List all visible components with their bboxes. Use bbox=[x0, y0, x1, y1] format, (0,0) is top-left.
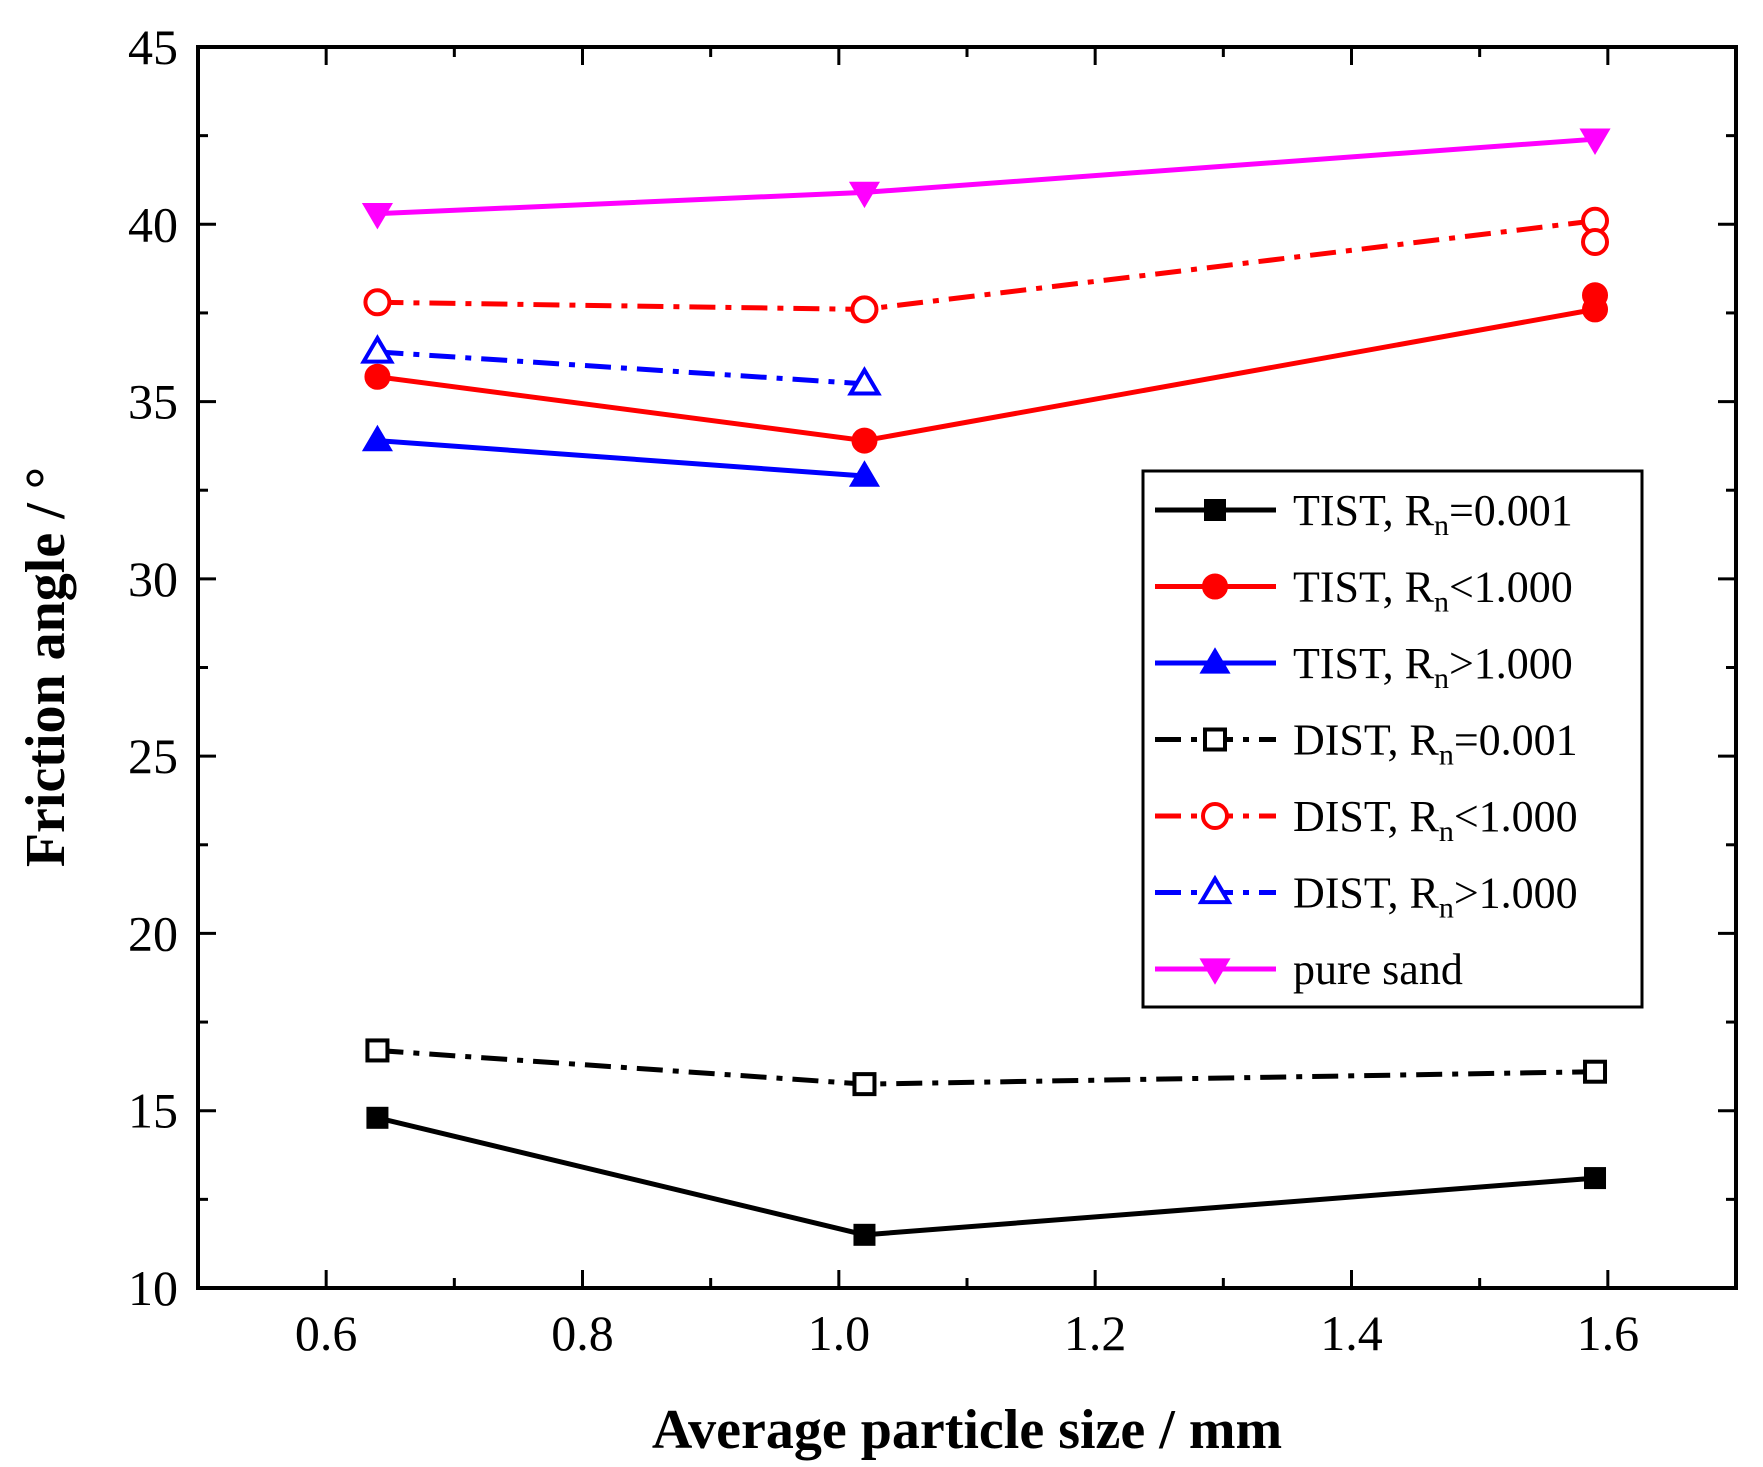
series-line bbox=[377, 349, 865, 387]
data-point bbox=[848, 181, 881, 209]
series-3 bbox=[365, 1038, 1608, 1097]
data-point bbox=[847, 366, 882, 396]
legend-item: pure sand bbox=[1155, 945, 1463, 994]
legend-item: DIST, Rn=0.001 bbox=[1155, 716, 1578, 772]
legend-item: DIST, Rn<1.000 bbox=[1155, 792, 1578, 848]
y-tick-label: 30 bbox=[128, 551, 178, 607]
legend-marker bbox=[1204, 499, 1226, 521]
y-tick-label: 35 bbox=[128, 374, 178, 430]
x-tick-label: 1.4 bbox=[1320, 1305, 1383, 1361]
legend-marker bbox=[1202, 573, 1228, 600]
data-point bbox=[853, 1223, 876, 1246]
legend-label: DIST, Rn=0.001 bbox=[1293, 716, 1578, 772]
series-1 bbox=[364, 282, 1609, 454]
data-point bbox=[361, 424, 393, 452]
legend-marker bbox=[1199, 647, 1231, 674]
data-point bbox=[1579, 128, 1611, 155]
data-point bbox=[366, 1106, 389, 1129]
data-point-extra bbox=[1581, 228, 1610, 257]
legend-item: TIST, Rn>1.000 bbox=[1155, 639, 1573, 695]
legend-label: TIST, Rn=0.001 bbox=[1293, 486, 1573, 542]
x-tick-label: 0.6 bbox=[295, 1305, 358, 1361]
series-0 bbox=[366, 1106, 1607, 1246]
data-point bbox=[360, 334, 395, 364]
y-tick-label: 20 bbox=[128, 905, 178, 961]
data-point bbox=[850, 295, 879, 324]
series-2 bbox=[361, 424, 881, 487]
x-axis-title: Average particle size / mm bbox=[652, 1399, 1282, 1461]
legend-marker bbox=[1199, 958, 1231, 985]
x-tick-label: 1.6 bbox=[1577, 1305, 1640, 1361]
data-point-extra bbox=[1582, 282, 1609, 309]
y-tick-label: 40 bbox=[128, 196, 178, 252]
x-tick-label: 1.0 bbox=[808, 1305, 871, 1361]
x-tick-label: 1.2 bbox=[1064, 1305, 1127, 1361]
data-point bbox=[848, 460, 881, 487]
y-axis-title: Friction angle / ° bbox=[15, 467, 77, 867]
data-point bbox=[364, 363, 391, 390]
data-point bbox=[363, 288, 392, 317]
series-4 bbox=[363, 206, 1610, 324]
y-tick-label: 10 bbox=[128, 1260, 178, 1316]
legend-item: TIST, Rn<1.000 bbox=[1155, 563, 1573, 619]
data-point bbox=[1584, 1167, 1607, 1190]
legend-marker bbox=[1201, 802, 1229, 830]
series-5 bbox=[360, 334, 882, 396]
legend-marker bbox=[1197, 874, 1233, 905]
legend-label: DIST, Rn>1.000 bbox=[1293, 869, 1578, 925]
data-point bbox=[361, 202, 393, 230]
y-tick-label: 45 bbox=[128, 19, 178, 75]
y-tick-label: 15 bbox=[128, 1083, 178, 1139]
data-point bbox=[365, 1038, 390, 1063]
series-line bbox=[377, 438, 865, 479]
legend-label: TIST, Rn>1.000 bbox=[1293, 639, 1573, 695]
legend-marker bbox=[1203, 727, 1227, 752]
series-6 bbox=[361, 128, 1611, 230]
legend-item: TIST, Rn=0.001 bbox=[1155, 486, 1573, 542]
legend: TIST, Rn=0.001 TIST, Rn<1.000 TIST, Rn>1.0… bbox=[1141, 469, 1644, 1009]
data-point bbox=[1583, 1059, 1608, 1084]
y-tick-label: 25 bbox=[128, 728, 178, 784]
legend-item: DIST, Rn>1.000 bbox=[1155, 869, 1578, 925]
legend-label: pure sand bbox=[1293, 945, 1463, 994]
x-tick-label: 0.8 bbox=[551, 1305, 614, 1361]
legend-label: DIST, Rn<1.000 bbox=[1293, 792, 1578, 848]
legend-label: TIST, Rn<1.000 bbox=[1293, 563, 1573, 619]
data-point bbox=[851, 427, 878, 454]
data-point bbox=[852, 1072, 877, 1097]
